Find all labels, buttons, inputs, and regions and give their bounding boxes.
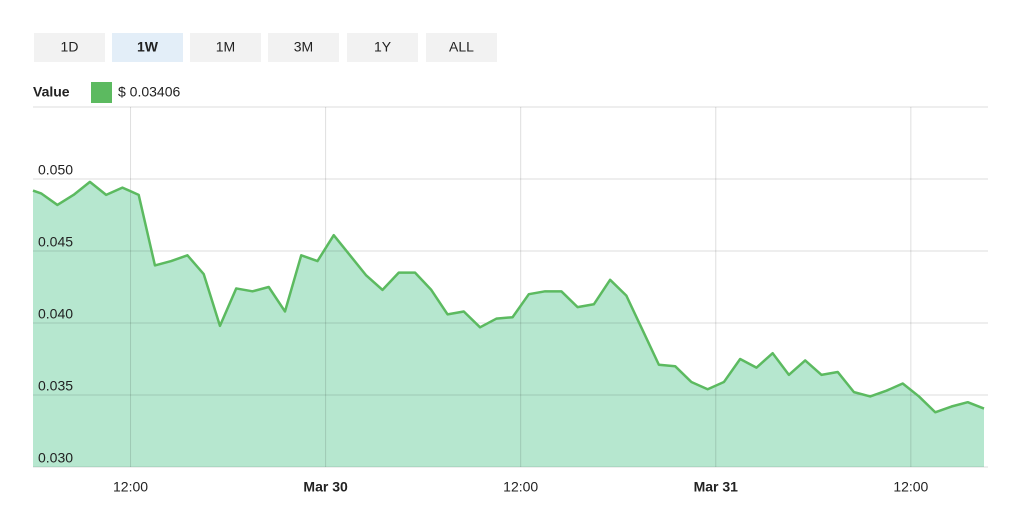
range-button[interactable]: ALL <box>426 33 497 62</box>
x-tick-label: 12:00 <box>113 479 148 495</box>
x-tick-label: Mar 30 <box>303 479 348 495</box>
plot: 0.030 0.035 0.040 0.045 0.050 12:00 Mar 30 12:0… <box>32 106 988 495</box>
range-button[interactable]: 1D <box>34 33 105 62</box>
button-bg[interactable] <box>426 33 497 62</box>
legend-title: Value <box>33 84 70 100</box>
line <box>32 180 985 414</box>
y-tick-label: 0.040 <box>38 306 73 322</box>
button-bg[interactable] <box>347 33 418 62</box>
button-label[interactable]: 1D <box>61 39 79 55</box>
x-tick-label: Mar 31 <box>694 479 739 495</box>
range-button[interactable]: 1W <box>112 33 183 62</box>
x-tick-label: 12:00 <box>893 479 928 495</box>
button-bg[interactable] <box>268 33 339 62</box>
legend-value: $ 0.03406 <box>118 84 180 100</box>
range-button[interactable]: 1M <box>190 33 261 62</box>
area-fill <box>33 181 984 467</box>
button-bg[interactable] <box>34 33 105 62</box>
y-tick-label: 0.050 <box>38 162 73 178</box>
range-button[interactable]: 1Y <box>347 33 418 62</box>
y-tick-label: 0.045 <box>38 234 73 250</box>
x-tick-label: 12:00 <box>503 479 538 495</box>
button-label[interactable]: 3M <box>294 39 313 55</box>
button-label[interactable]: ALL <box>449 39 474 55</box>
button-bg[interactable] <box>190 33 261 62</box>
y-tick-label: 0.035 <box>38 378 73 394</box>
legend-swatch <box>91 82 112 103</box>
range-button[interactable]: 3M <box>268 33 339 62</box>
y-tick-label: 0.030 <box>38 450 73 466</box>
button-bg[interactable] <box>112 33 183 62</box>
range-buttons: 1D 1W 1M 3M 1Y ALL <box>34 33 497 62</box>
button-label[interactable]: 1Y <box>374 39 392 55</box>
button-label[interactable]: 1M <box>216 39 235 55</box>
button-label[interactable]: 1W <box>137 39 159 55</box>
